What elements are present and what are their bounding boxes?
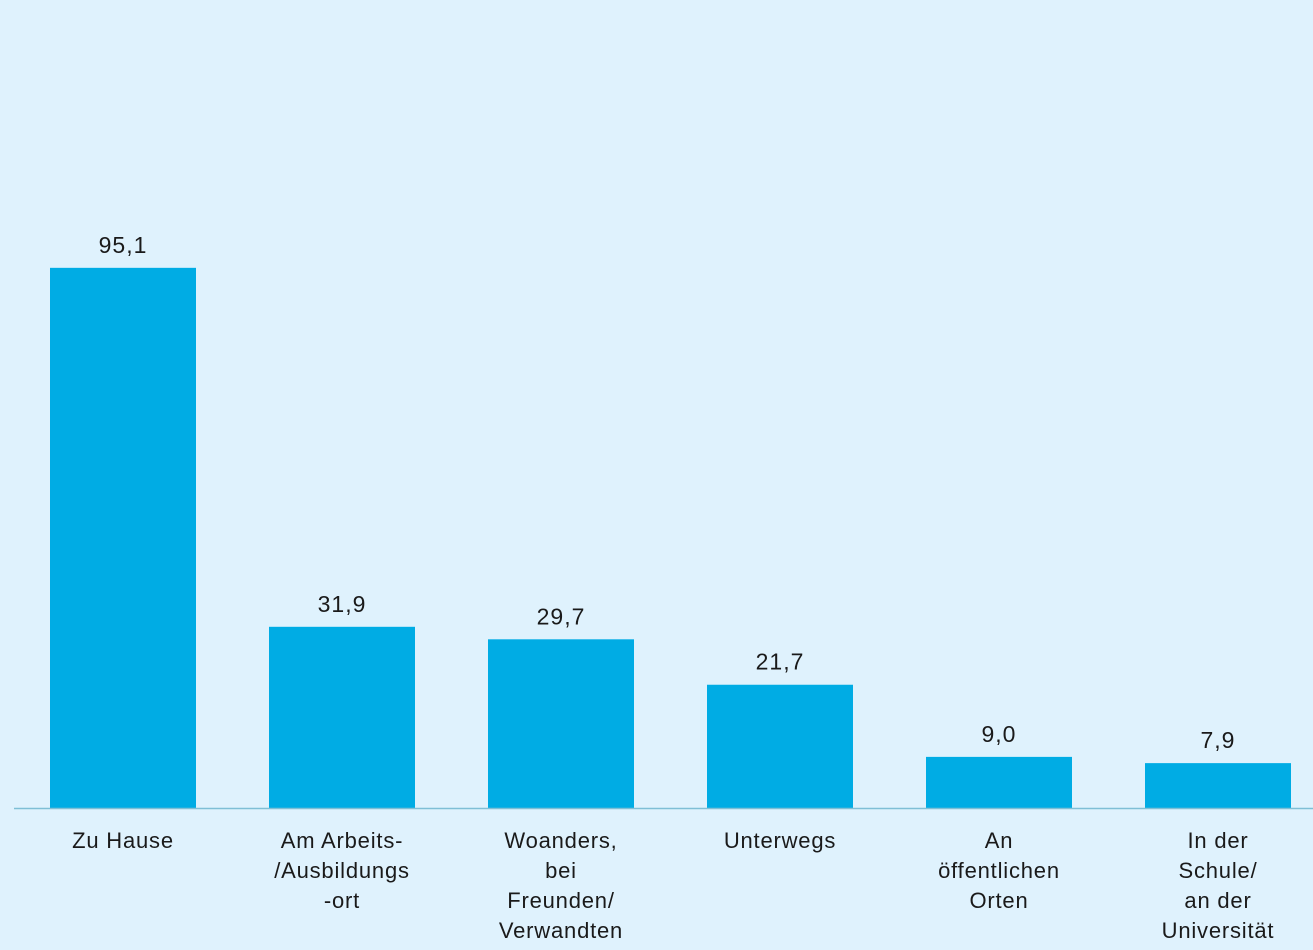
category-label-line: bei <box>545 858 577 883</box>
category-label-2: Woanders, bei Freunden/Verwandten <box>499 828 623 943</box>
category-label-line: Freunden/ <box>507 888 615 913</box>
category-label-5: In der Schule/an der Universität <box>1162 828 1275 943</box>
value-label-5: 7,9 <box>1201 727 1236 753</box>
category-label-line: Schule/ <box>1179 858 1258 883</box>
category-label-line: /Ausbildungs <box>274 858 410 883</box>
value-label-2: 29,7 <box>537 603 586 629</box>
category-label-3: Unterwegs <box>724 828 836 853</box>
category-label-line: Verwandten <box>499 918 623 943</box>
category-label-line: Am Arbeits- <box>281 828 404 853</box>
category-label-4: An öffentlichen Orten <box>938 828 1060 913</box>
bar-4 <box>926 756 1072 808</box>
category-label-0: Zu Hause <box>72 828 174 853</box>
category-label-line: an der <box>1184 888 1251 913</box>
category-label-line: Universität <box>1162 918 1275 943</box>
category-labels-group: Zu Hause Am Arbeits- /Ausbildungs -ort Woand… <box>72 828 1275 943</box>
category-label-line: Zu Hause <box>72 828 174 853</box>
category-label-line: Orten <box>969 888 1028 913</box>
value-label-0: 95,1 <box>99 232 148 258</box>
category-label-line: Woanders, <box>504 828 617 853</box>
value-label-3: 21,7 <box>756 649 805 675</box>
category-label-line: Unterwegs <box>724 828 836 853</box>
value-labels-group: 95,1 31,9 29,7 21,7 9,0 7,9 <box>99 232 1236 753</box>
bars-group <box>50 267 1291 808</box>
bar-5 <box>1145 763 1291 808</box>
bar-0 <box>50 267 196 808</box>
value-label-4: 9,0 <box>982 721 1017 747</box>
bar-1 <box>269 626 415 808</box>
category-label-1: Am Arbeits- /Ausbildungs -ort <box>274 828 410 913</box>
category-label-line: In der <box>1187 828 1248 853</box>
category-label-line: -ort <box>324 888 360 913</box>
category-label-line: An <box>985 828 1014 853</box>
bar-2 <box>488 639 634 808</box>
category-label-line: öffentlichen <box>938 858 1060 883</box>
bar-3 <box>707 684 853 808</box>
value-label-1: 31,9 <box>318 591 367 617</box>
